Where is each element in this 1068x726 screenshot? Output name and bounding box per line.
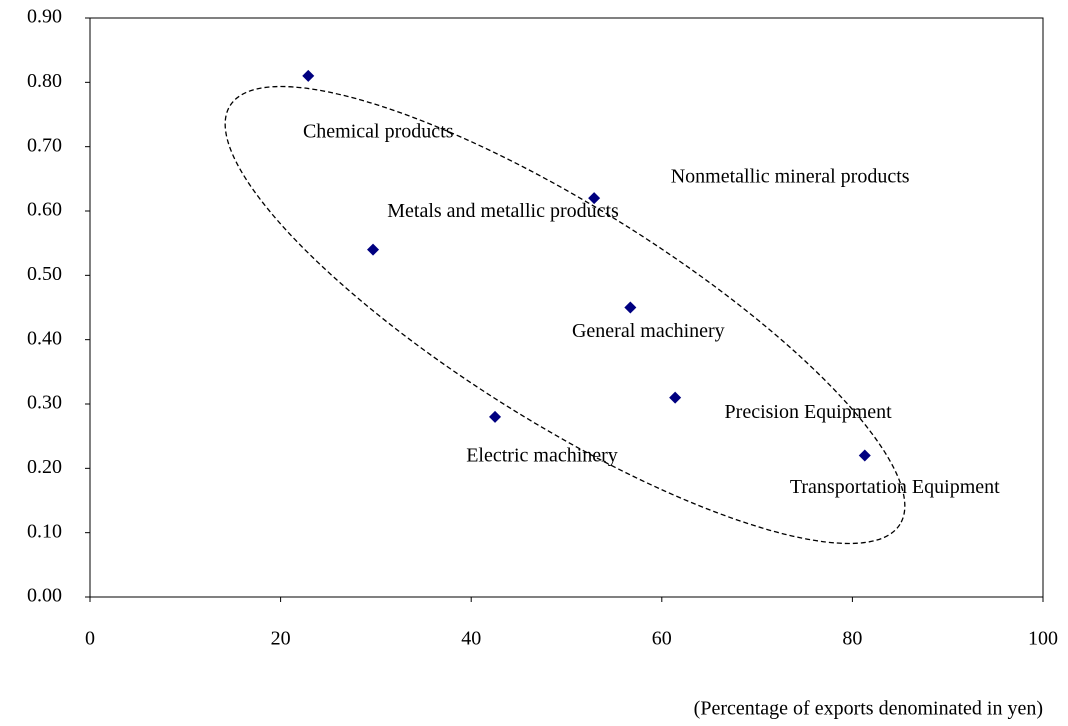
- y-tick-label: 0.20: [27, 456, 62, 478]
- x-tick-label: 0: [85, 628, 95, 650]
- point-label: Electric machinery: [466, 444, 618, 466]
- cluster-ellipse: [224, 85, 906, 545]
- y-tick-label: 0.80: [27, 70, 62, 92]
- point: [489, 410, 502, 423]
- point-label: Chemical products: [303, 120, 454, 142]
- x-tick-label: 40: [461, 628, 481, 650]
- point: [302, 69, 315, 82]
- y-tick-label: 0.50: [27, 263, 62, 285]
- point: [858, 449, 871, 462]
- point: [367, 243, 380, 256]
- x-axis-label: (Percentage of exports denominated in ye…: [694, 698, 1043, 720]
- point-label: Metals and metallic products: [387, 200, 619, 222]
- point-label: Nonmetallic mineral products: [671, 166, 910, 188]
- y-tick-label: 0.30: [27, 392, 62, 414]
- point-label: General machinery: [572, 320, 725, 342]
- y-tick-label: 0.90: [27, 6, 62, 28]
- x-tick-label: 20: [271, 628, 291, 650]
- x-tick-label: 80: [842, 628, 862, 650]
- point-label: Transportation Equipment: [790, 476, 1000, 498]
- point-label: Precision Equipment: [725, 401, 893, 423]
- y-tick-label: 0.70: [27, 134, 62, 156]
- y-tick-label: 0.10: [27, 520, 62, 542]
- point: [588, 192, 601, 205]
- point: [669, 391, 682, 404]
- y-tick-label: 0.40: [27, 327, 62, 349]
- plot-frame: [89, 17, 1044, 598]
- point: [624, 301, 637, 314]
- y-tick-label: 0.00: [27, 585, 62, 607]
- y-tick-label: 0.60: [27, 199, 62, 221]
- x-tick-label: 100: [1028, 628, 1058, 650]
- x-tick-label: 60: [652, 628, 672, 650]
